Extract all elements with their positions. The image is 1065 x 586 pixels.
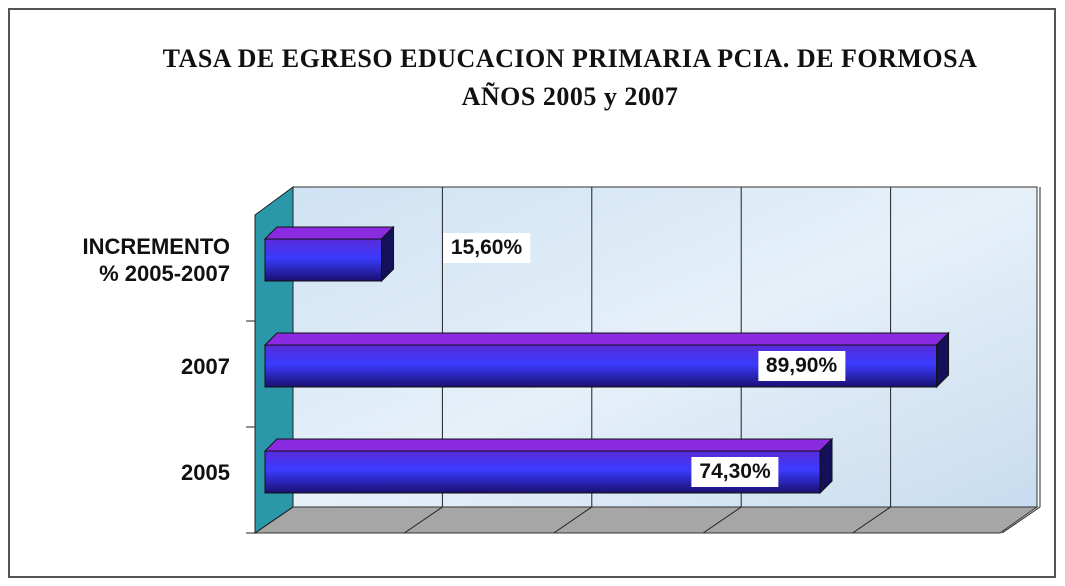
y-tick-label: 2005 [181,460,230,485]
bar-top [263,438,834,452]
value-label: 74,30% [691,457,779,487]
value-label: 89,90% [757,351,846,381]
floor-grid-line [702,506,742,534]
floor-grid-line [553,506,593,534]
bar-top [263,226,395,240]
floor [253,506,1039,534]
floor-grid-line [1001,506,1041,534]
frame [8,8,1056,578]
bar-top [263,332,950,346]
floor-grid-line [254,506,294,534]
floor-grid-line [852,506,891,534]
y-tick-label: 2007 [181,354,230,379]
floor-grid-line [404,506,443,534]
value-label: 15,60% [442,233,531,263]
y-tick-label: INCREMENTO % 2005-2007 [82,234,231,286]
bar [264,238,383,282]
chart-title: TASA DE EGRESO EDUCACION PRIMARIA PCIA. … [162,44,978,111]
